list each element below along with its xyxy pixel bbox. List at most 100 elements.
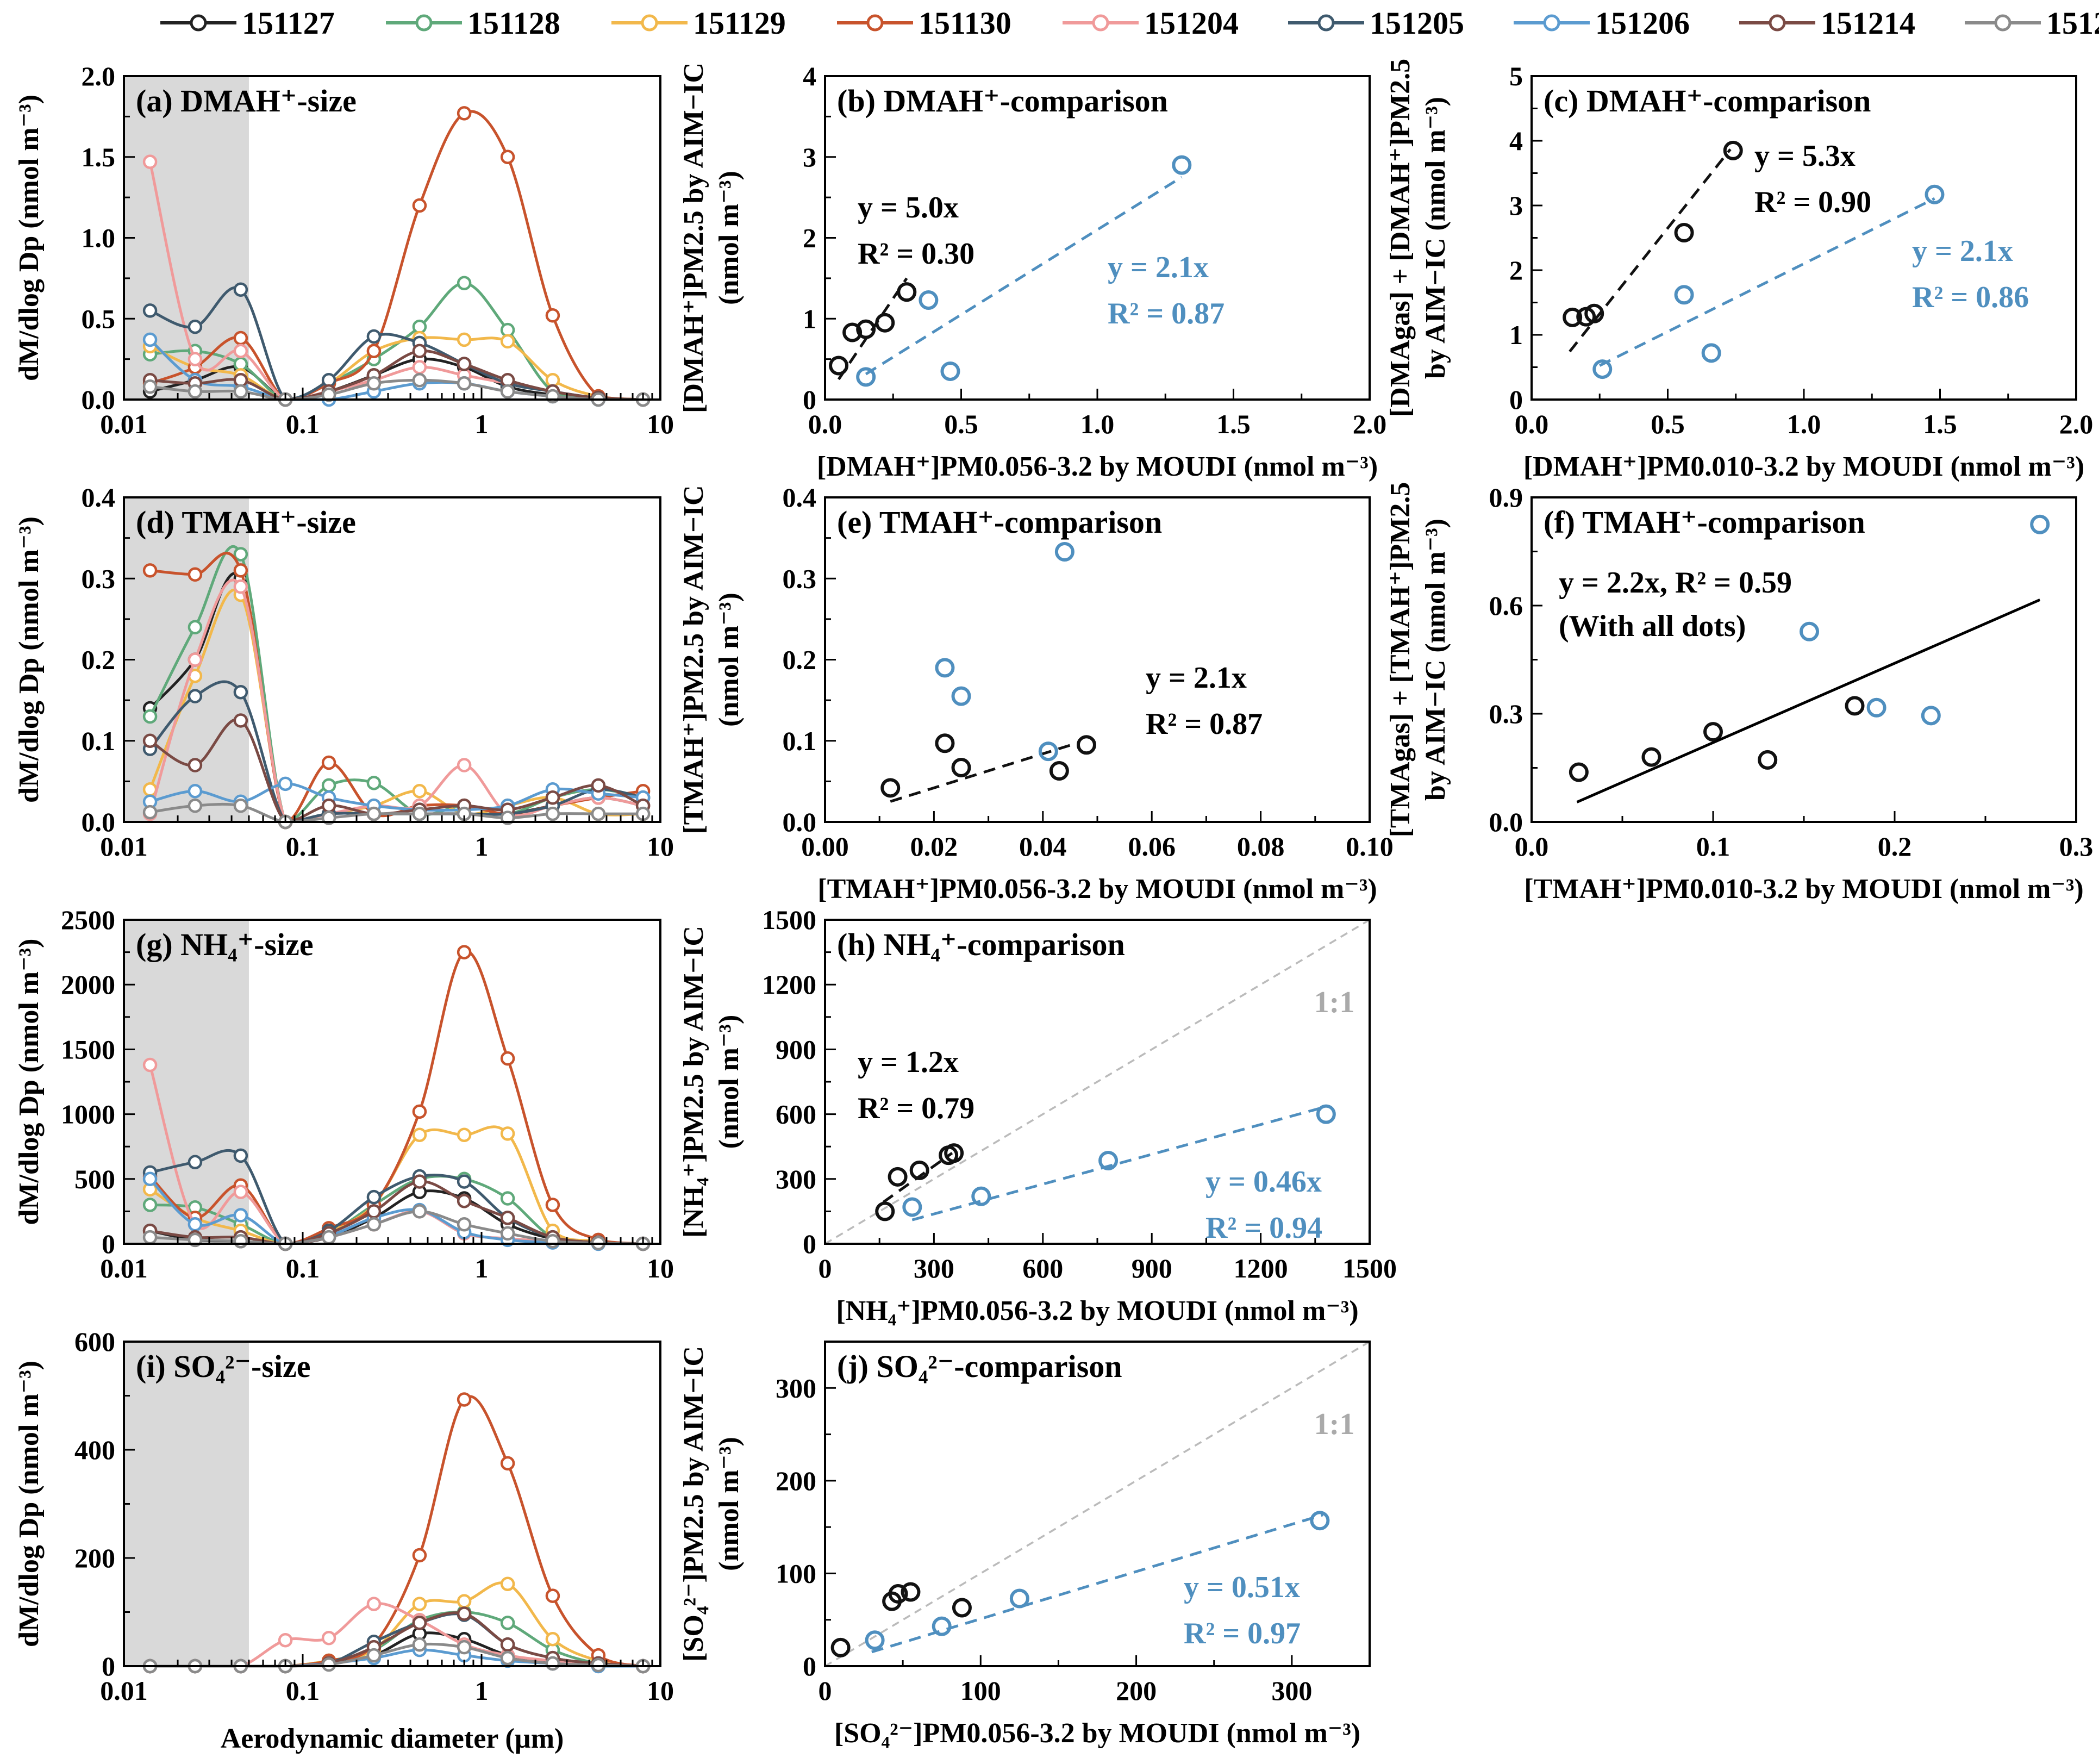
data-point-151215 [366,376,382,391]
data-point-151206 [233,1208,248,1223]
fit-note: (With all dots) [1559,609,1746,643]
panel-b: 0.0 0.5 1.0 1.5 2.0 0 1 2 3 4 (b) DMAH⁺-comparison… [678,61,1386,482]
x-tick-label: 0.01 [100,409,148,439]
data-point [880,778,901,798]
ultrafine-shade [124,920,249,1244]
x-axis-label: [TMAH⁺]PM0.010-3.2 by MOUDI (nmol m⁻³) [1524,874,2083,905]
data-point-151204 [142,1057,158,1073]
x-axis-label: [TMAH⁺]PM0.056-3.2 by MOUDI (nmol m⁻³) [817,874,1377,905]
ultrafine-shade [124,497,249,822]
data-point-151215 [233,384,248,399]
x-tick-label: 0.2 [1878,831,1912,862]
legend-item: 151129 [611,5,786,41]
data-point [1009,1588,1029,1609]
x-tick-label: 0.08 [1237,831,1285,862]
legend-label: 151214 [1821,5,1915,41]
fit-equation: y = 1.2x [858,1045,959,1079]
data-point-151128 [500,1616,515,1630]
one-to-one-line [824,1341,1370,1667]
data-point-151130 [412,198,427,213]
y-axis-label: [NH₄⁺]PM2.5 by AIM−IC [678,926,709,1238]
y-tick-label: 3 [1509,190,1523,221]
y-tick-label: 2500 [61,905,115,935]
data-point [897,282,917,302]
panel-title: (h) NH₄⁺-comparison [837,927,1125,962]
data-point [830,1637,851,1657]
data-point-151215 [321,387,336,402]
fit-r2: R² = 0.97 [1184,1617,1301,1650]
data-point-151204 [366,1597,382,1611]
y-tick-label: 0.0 [783,807,817,837]
data-point-151215 [500,1226,515,1241]
y-tick-label: 200 [74,1543,115,1573]
y-axis-label: dM/dlog Dp (nmol m⁻³) [14,95,45,381]
x-tick-label: 1.0 [1080,409,1115,439]
data-point-151215 [412,1637,427,1652]
data-point-151214 [457,1606,472,1621]
data-point-151205 [188,1155,203,1170]
data-point [1925,184,1945,204]
y-tick-label: 4 [1509,126,1523,156]
y-axis-label: (nmol m⁻³) [714,171,745,305]
data-point-151129 [500,1576,515,1592]
data-point-151215 [233,798,248,813]
data-point [1592,359,1613,379]
data-point [829,356,849,376]
panel-h: 1:1 0 300 600 900 1200 1500 0 300 600 900 1200 1500 (… [678,905,1397,1326]
legend-marker [1769,14,1786,32]
data-point-151204 [188,352,203,366]
data-point [1310,1511,1330,1531]
x-tick-label: 0.04 [1019,831,1067,862]
data-point-151214 [500,1637,515,1652]
data-point [1054,541,1075,562]
data-point-151206 [278,776,293,791]
data-point-151215 [457,1640,472,1655]
data-point-151130 [412,1548,427,1563]
data-point-151130 [500,149,515,164]
y-tick-label: 1.0 [82,223,116,253]
y-tick-label: 0.2 [783,645,817,675]
data-point-151130 [500,1456,515,1471]
data-point-151129 [412,784,427,799]
plot-frame [824,1341,1371,1667]
data-point-151215 [412,373,427,388]
x-tick-label: 600 [1022,1253,1063,1283]
panel-i: 0.01 0.1 1 10 0 200 400 600 (i) SO₄²⁻-size dM/dlo… [14,1326,674,1754]
fit-equation: y = 5.0x [858,191,959,225]
data-point-151206 [142,1171,158,1187]
x-tick-label: 2.0 [1353,409,1387,439]
data-point-151214 [591,778,606,793]
fit-equation: y = 0.51x [1184,1570,1300,1604]
x-axis-label: [DMAH⁺]PM0.010-3.2 by MOUDI (nmol m⁻³) [1523,451,2084,482]
data-point-151214 [412,1616,427,1630]
y-axis-label: (nmol m⁻³) [714,593,745,727]
data-point-151129 [412,1127,427,1142]
plot-frame [1530,496,2077,823]
x-tick-label: 0.5 [1651,409,1685,439]
data-point-151204 [233,1185,248,1199]
data-point-151215 [545,1233,560,1249]
data-point [1049,761,1069,781]
x-tick-label: 0.1 [1696,831,1731,862]
data-point-151215 [321,1657,336,1672]
fit-equation-all: y = 2.2x, R² = 0.59 [1559,566,1792,600]
legend-marker [190,14,207,32]
x-tick-label: 1.5 [1923,409,1957,439]
data-point [940,361,960,381]
data-point-151205 [188,319,203,334]
data-point-151129 [412,1597,427,1611]
legend-label: 151215 [2046,5,2099,41]
x-axis-label: [DMAH⁺]PM0.056-3.2 by MOUDI (nmol m⁻³) [817,451,1378,482]
fit-equation: y = 0.46x [1205,1165,1322,1199]
y-tick-label: 0 [1509,384,1523,415]
data-point [888,1584,908,1604]
legend-item: 151204 [1063,5,1239,41]
y-tick-label: 0.9 [1489,482,1523,513]
data-point [935,658,955,678]
legend-label: 151128 [467,5,560,41]
data-point-151129 [545,1632,560,1647]
x-tick-label: 0.0 [1515,831,1549,862]
data-point-151205 [366,1189,382,1205]
fit-equation: y = 2.1x [1146,661,1247,695]
y-tick-label: 2 [1509,255,1523,285]
